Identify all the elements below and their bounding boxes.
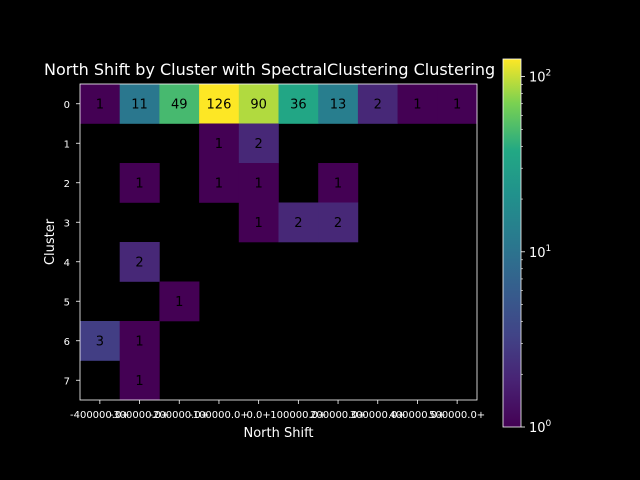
cell-value-label: 1 <box>135 334 143 349</box>
chart-title: North Shift by Cluster with SpectralClus… <box>44 60 495 79</box>
x-tick-label: -300000.0+ <box>110 410 170 421</box>
heatmap-cell <box>437 84 478 124</box>
cell-value-label: 49 <box>171 97 188 112</box>
cell-value-label: 36 <box>290 97 307 112</box>
y-axis-label: Cluster <box>43 218 58 265</box>
cell-value-label: 1 <box>215 176 223 191</box>
x-tick-label: 0.0+ <box>247 410 271 421</box>
heatmap-cell <box>80 84 120 124</box>
x-axis-label: North Shift <box>243 426 313 441</box>
x-axis-ticks: -400000.0+-300000.0+-200000.0+-100000.0+… <box>70 400 485 421</box>
heatmap-cell <box>238 163 279 203</box>
colorbar-tick-label: 100 <box>529 419 552 436</box>
x-tick-label: -400000.0+ <box>70 410 130 421</box>
cell-value-label: 2 <box>255 137 263 152</box>
cell-value-label: 2 <box>334 216 342 231</box>
y-tick-label: 6 <box>64 337 70 348</box>
x-tick-label: 200000.0+ <box>310 410 366 421</box>
colorbar-tick-label: 101 <box>529 244 551 261</box>
heatmap-cell <box>238 202 279 243</box>
x-tick-label: -200000.0+ <box>149 410 209 421</box>
cell-value-label: 3 <box>96 334 104 349</box>
cell-value-label: 2 <box>294 216 302 231</box>
y-tick-label: 0 <box>64 100 70 111</box>
y-tick-label: 3 <box>64 218 70 229</box>
heatmap-cell <box>199 163 240 203</box>
heatmap-cell <box>278 84 319 124</box>
cell-value-label: 1 <box>255 176 263 191</box>
x-tick-label: 400000.0+ <box>389 410 445 421</box>
heatmap-cell <box>318 84 359 124</box>
heatmap-cell <box>238 123 279 164</box>
heatmap-cell <box>119 360 160 401</box>
heatmap-cell <box>238 84 279 124</box>
x-tick-label: 500000.0+ <box>429 410 485 421</box>
heatmap-cell <box>119 321 160 361</box>
cell-value-label: 1 <box>453 97 461 112</box>
cell-value-label: 1 <box>334 176 342 191</box>
heatmap-cell <box>199 123 240 164</box>
cell-value-label: 1 <box>255 216 263 231</box>
cell-value-label: 1 <box>135 374 143 389</box>
x-tick-label: 100000.0+ <box>270 410 326 421</box>
cell-value-label: 2 <box>135 255 143 270</box>
colorbar-ticks: 100 101 102 <box>521 69 552 436</box>
cell-value-label: 13 <box>330 97 347 112</box>
heatmap-cells <box>80 84 478 401</box>
cell-value-label: 90 <box>250 97 267 112</box>
cell-value-label: 11 <box>131 97 148 112</box>
heatmap-cell <box>80 321 120 361</box>
x-tick-label: 300000.0+ <box>350 410 406 421</box>
y-tick-label: 7 <box>64 376 70 387</box>
plot-frame <box>79 83 478 401</box>
heatmap-cell <box>278 202 319 243</box>
cell-value-label: 126 <box>207 97 232 112</box>
cell-value-label: 1 <box>175 295 183 310</box>
heatmap-cell <box>119 84 160 124</box>
cell-value-label: 1 <box>413 97 421 112</box>
cell-value-label: 1 <box>215 137 223 152</box>
heatmap-cell <box>357 84 398 124</box>
heatmap-cell <box>159 84 200 124</box>
cell-value-label: 2 <box>374 97 382 112</box>
heatmap-cell <box>397 84 438 124</box>
heatmap-cell <box>199 84 240 124</box>
colorbar-tick-label: 102 <box>529 69 551 86</box>
cell-value-label: 1 <box>96 97 104 112</box>
heatmap-cell <box>119 163 160 203</box>
y-axis-ticks: 0 1 2 3 4 5 6 7 <box>64 100 80 387</box>
y-tick-label: 4 <box>64 258 70 269</box>
heatmap-cell <box>119 242 160 282</box>
heatmap-cell <box>318 202 359 243</box>
heatmap-cell <box>159 281 200 322</box>
colorbar <box>502 58 522 428</box>
x-tick-label: -100000.0+ <box>189 410 249 421</box>
y-tick-label: 1 <box>64 139 70 150</box>
y-tick-label: 5 <box>64 297 70 308</box>
cell-value-label: 1 <box>135 176 143 191</box>
y-tick-label: 2 <box>64 179 70 190</box>
heatmap-cell <box>318 163 359 203</box>
